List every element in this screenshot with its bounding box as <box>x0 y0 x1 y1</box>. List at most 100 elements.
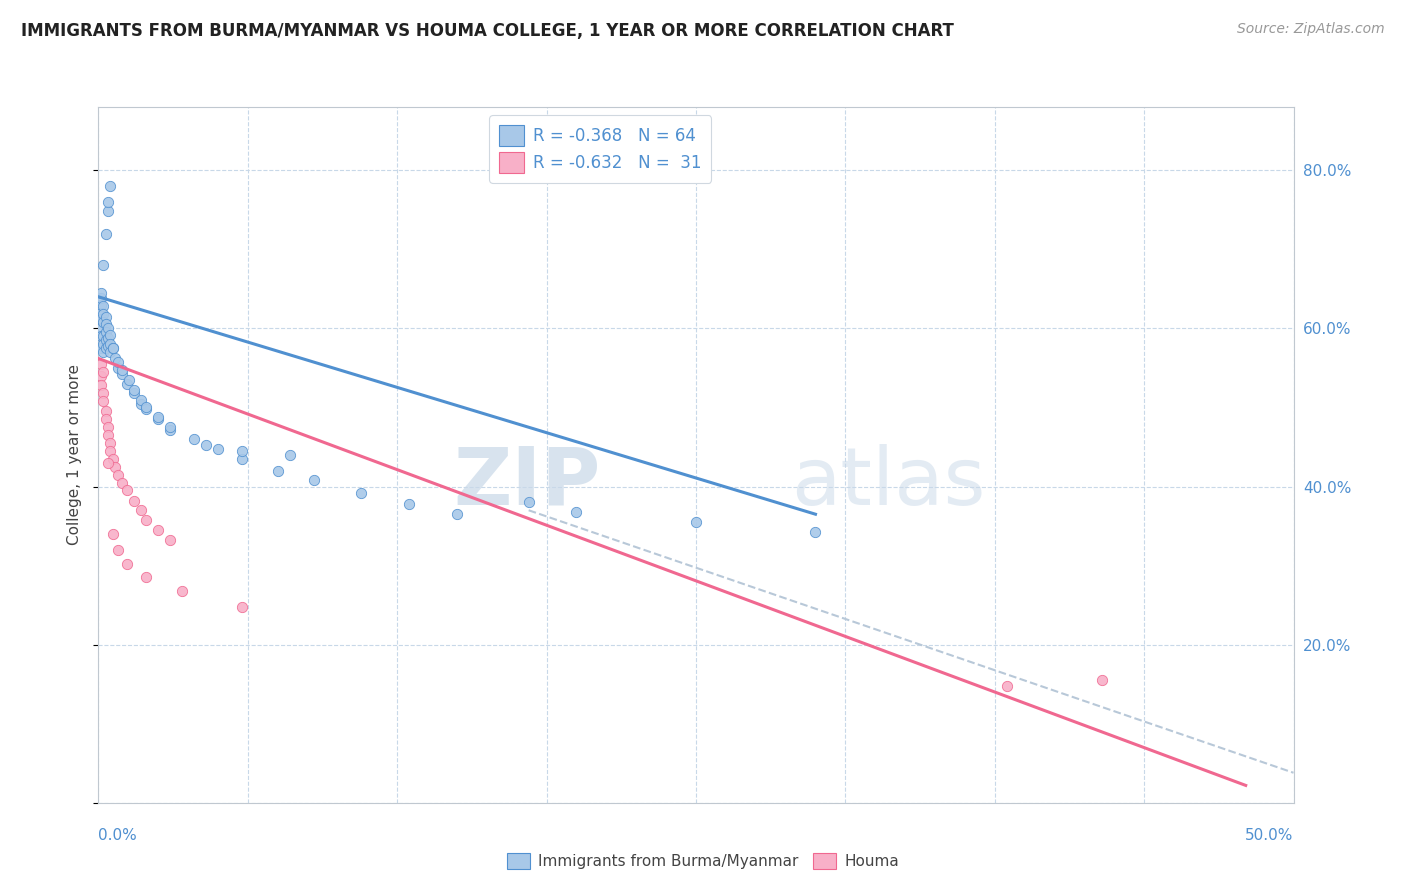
Point <box>104 351 127 366</box>
Point <box>115 557 138 571</box>
Point <box>91 365 114 379</box>
Point <box>97 339 120 353</box>
Point <box>90 285 112 300</box>
Point <box>97 456 120 470</box>
Point <box>94 326 117 340</box>
Point <box>172 583 194 598</box>
Point <box>98 444 122 458</box>
Legend: R = -0.368   N = 64, R = -0.632   N =  31: R = -0.368 N = 64, R = -0.632 N = 31 <box>489 115 711 183</box>
Point <box>124 386 146 401</box>
Point <box>97 420 120 434</box>
Text: Source: ZipAtlas.com: Source: ZipAtlas.com <box>1237 22 1385 37</box>
Point <box>135 570 157 584</box>
Point <box>101 527 124 541</box>
Point <box>1091 673 1114 688</box>
Point <box>804 525 827 540</box>
Point <box>115 483 138 498</box>
Point <box>90 341 112 355</box>
Point <box>91 299 114 313</box>
Point <box>90 305 112 319</box>
Point <box>111 475 134 490</box>
Point <box>91 315 114 329</box>
Point <box>97 428 120 442</box>
Point <box>111 368 134 382</box>
Point <box>148 409 170 424</box>
Point <box>94 341 117 355</box>
Point <box>90 312 112 326</box>
Legend: Immigrants from Burma/Myanmar, Houma: Immigrants from Burma/Myanmar, Houma <box>501 847 905 875</box>
Point <box>231 451 253 466</box>
Point <box>98 179 122 194</box>
Point <box>97 204 120 219</box>
Point <box>94 227 117 241</box>
Point <box>124 383 146 397</box>
Point <box>98 436 122 450</box>
Point <box>98 327 122 342</box>
Point <box>94 333 117 347</box>
Point <box>91 394 114 409</box>
Text: 50.0%: 50.0% <box>1246 828 1294 843</box>
Point <box>183 432 205 446</box>
Point <box>90 329 112 343</box>
Point <box>90 321 112 335</box>
Point <box>91 258 114 272</box>
Point <box>107 354 129 368</box>
Point <box>159 423 181 437</box>
Point <box>94 310 117 324</box>
Point <box>98 345 122 359</box>
Point <box>148 523 170 537</box>
Point <box>94 318 117 332</box>
Point <box>350 486 373 500</box>
Point <box>90 368 112 383</box>
Point <box>94 412 117 426</box>
Point <box>194 438 218 452</box>
Point <box>107 542 129 557</box>
Point <box>135 402 157 417</box>
Point <box>159 420 181 434</box>
Point <box>94 404 117 418</box>
Point <box>97 321 120 335</box>
Point <box>231 444 253 458</box>
Point <box>97 331 120 345</box>
Point <box>101 451 124 466</box>
Point <box>91 337 114 351</box>
Point <box>90 357 112 371</box>
Point <box>135 513 157 527</box>
Point <box>398 497 420 511</box>
Y-axis label: College, 1 year or more: College, 1 year or more <box>67 365 83 545</box>
Point <box>98 337 122 351</box>
Point <box>107 467 129 482</box>
Point <box>91 386 114 401</box>
Point <box>685 515 707 529</box>
Point <box>107 360 129 375</box>
Point <box>231 599 253 614</box>
Text: IMMIGRANTS FROM BURMA/MYANMAR VS HOUMA COLLEGE, 1 YEAR OR MORE CORRELATION CHART: IMMIGRANTS FROM BURMA/MYANMAR VS HOUMA C… <box>21 22 953 40</box>
Point <box>159 533 181 548</box>
Point <box>207 442 229 456</box>
Point <box>118 373 141 387</box>
Point <box>115 376 138 391</box>
Point <box>446 507 468 521</box>
Point <box>91 345 114 359</box>
Point <box>124 493 146 508</box>
Point <box>565 505 588 519</box>
Text: 0.0%: 0.0% <box>98 828 138 843</box>
Point <box>302 473 325 487</box>
Point <box>131 503 153 517</box>
Point <box>995 679 1018 693</box>
Point <box>91 329 114 343</box>
Point <box>90 291 112 305</box>
Point <box>101 341 124 355</box>
Point <box>131 396 153 410</box>
Point <box>131 392 153 407</box>
Point <box>111 362 134 376</box>
Text: atlas: atlas <box>792 443 986 522</box>
Point <box>278 448 301 462</box>
Point <box>97 194 120 209</box>
Point <box>148 412 170 426</box>
Point <box>90 298 112 312</box>
Point <box>135 401 157 415</box>
Point <box>101 341 124 355</box>
Text: ZIP: ZIP <box>453 443 600 522</box>
Point <box>90 378 112 392</box>
